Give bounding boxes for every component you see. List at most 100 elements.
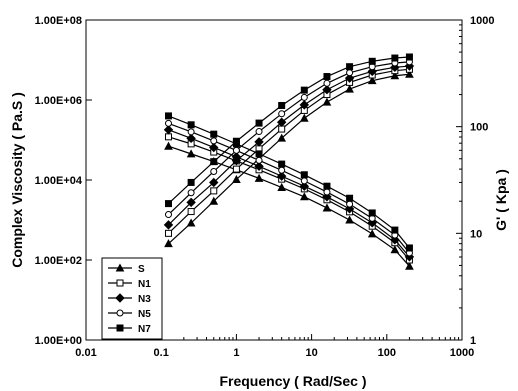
viscosity-point-n3 — [163, 125, 174, 135]
gprime-point-n5 — [278, 110, 286, 118]
gprime-point-n3 — [276, 117, 287, 127]
gprime-point-n5 — [255, 128, 263, 136]
gprime-point-n7 — [346, 63, 354, 71]
gprime-point-n7 — [255, 119, 263, 127]
x-tick-label: 10 — [305, 347, 317, 359]
legend-marker-s — [115, 263, 125, 272]
gprime-point-n3 — [322, 85, 332, 95]
gprime-point-n7 — [164, 200, 172, 208]
legend-label-n3: N3 — [138, 294, 151, 305]
gprime-point-s — [345, 84, 354, 93]
legend-label-s: S — [138, 264, 145, 275]
gprime-point-n5 — [187, 189, 195, 197]
legend-label-n7: N7 — [138, 324, 151, 335]
viscosity-point-n3 — [276, 171, 287, 181]
viscosity-point-n3 — [254, 161, 264, 172]
gprime-point-n3 — [254, 137, 264, 147]
gprime-point-n7 — [278, 101, 286, 109]
viscosity-point-n5 — [323, 188, 331, 196]
gprime-line-n5 — [168, 61, 410, 215]
viscosity-line-n5 — [168, 122, 410, 254]
gprime-point-s — [209, 196, 219, 205]
viscosity-point-n5 — [300, 177, 308, 185]
viscosity-point-n7 — [300, 171, 308, 179]
gprime-point-n3 — [344, 73, 355, 83]
viscosity-point-n7 — [323, 182, 331, 190]
viscosity-point-s — [277, 182, 287, 191]
viscosity-point-s — [345, 215, 354, 224]
viscosity-point-s — [254, 173, 264, 182]
gprime-point-n3 — [404, 61, 415, 71]
gprime-point-n5 — [300, 93, 308, 101]
right-y-tick-label: 10 — [470, 228, 482, 240]
gprime-point-s — [322, 97, 332, 106]
viscosity-point-n1 — [164, 133, 172, 141]
gprime-line-n3 — [168, 65, 410, 226]
gprime-point-s — [299, 113, 309, 122]
viscosity-line-n1 — [168, 136, 410, 261]
gprime-point-n5 — [323, 79, 331, 87]
legend-marker-n1 — [116, 279, 124, 287]
x-tick-label: 1 — [233, 347, 239, 359]
viscosity-point-n7 — [164, 112, 172, 120]
gprime-point-n3 — [209, 177, 219, 188]
gprime-line-s — [168, 73, 410, 245]
viscosity-point-n7 — [368, 209, 376, 217]
left-y-tick-label: 1.00E+02 — [35, 255, 82, 267]
gprime-point-s — [164, 239, 173, 248]
gprime-line-n1 — [168, 68, 410, 234]
gprime-point-s — [277, 133, 287, 142]
gprime-point-n3 — [186, 197, 196, 208]
viscosity-line-s — [168, 145, 410, 267]
gprime-point-n7 — [391, 54, 399, 62]
viscosity-point-n5 — [278, 166, 286, 174]
gprime-point-n7 — [300, 86, 308, 94]
right-y-axis-label: G' ( Kpa ) — [493, 169, 509, 231]
gprime-point-n3 — [163, 220, 174, 230]
gprime-point-n7 — [405, 53, 413, 61]
gprime-point-n3 — [231, 155, 242, 166]
viscosity-point-n5 — [187, 128, 195, 136]
left-y-tick-label: 1.00E+00 — [35, 335, 82, 347]
legend: S N1 N3 N5 N7 — [101, 257, 163, 340]
legend-marker-n5 — [116, 309, 124, 317]
viscosity-point-s — [186, 149, 196, 158]
viscosity-point-n3 — [186, 133, 196, 144]
gprime-point-s — [186, 218, 196, 227]
viscosity-point-n3 — [299, 181, 310, 191]
viscosity-point-n7 — [255, 150, 263, 158]
x-tick-label: 0.01 — [75, 347, 96, 359]
viscosity-point-n7 — [187, 121, 195, 129]
gprime-point-s — [367, 76, 377, 85]
viscosity-point-n3 — [209, 142, 219, 153]
viscosity-point-s — [390, 245, 400, 254]
x-tick-label: 1000 — [450, 347, 474, 359]
left-y-tick-label: 1.00E+06 — [35, 95, 82, 107]
viscosity-point-n3 — [404, 252, 415, 262]
legend-marker-n3 — [115, 293, 125, 303]
gprime-point-s — [390, 71, 400, 80]
x-tick-label: 100 — [378, 347, 396, 359]
gprime-point-n7 — [187, 178, 195, 186]
gprime-point-n5 — [164, 211, 172, 219]
viscosity-point-s — [322, 203, 332, 212]
viscosity-point-n5 — [210, 137, 218, 145]
viscosity-point-n5 — [164, 119, 172, 127]
viscosity-point-n5 — [255, 156, 263, 164]
legend-label-n1: N1 — [138, 279, 151, 290]
viscosity-line-n3 — [168, 129, 410, 258]
right-y-tick-label: 1000 — [470, 15, 494, 27]
gprime-point-n5 — [346, 69, 354, 77]
viscosity-point-n7 — [405, 244, 413, 252]
gprime-point-n7 — [232, 137, 240, 145]
gprime-point-n5 — [210, 167, 218, 175]
x-axis-label: Frequency ( Rad/Sec ) — [219, 373, 366, 389]
left-y-tick-label: 1.00E+08 — [35, 15, 82, 27]
legend-label-n5: N5 — [138, 309, 151, 320]
viscosity-point-s — [405, 261, 414, 270]
x-tick-label: 0.1 — [154, 347, 169, 359]
viscosity-point-s — [299, 192, 309, 201]
viscosity-point-n7 — [391, 226, 399, 234]
gprime-point-n7 — [210, 158, 218, 166]
